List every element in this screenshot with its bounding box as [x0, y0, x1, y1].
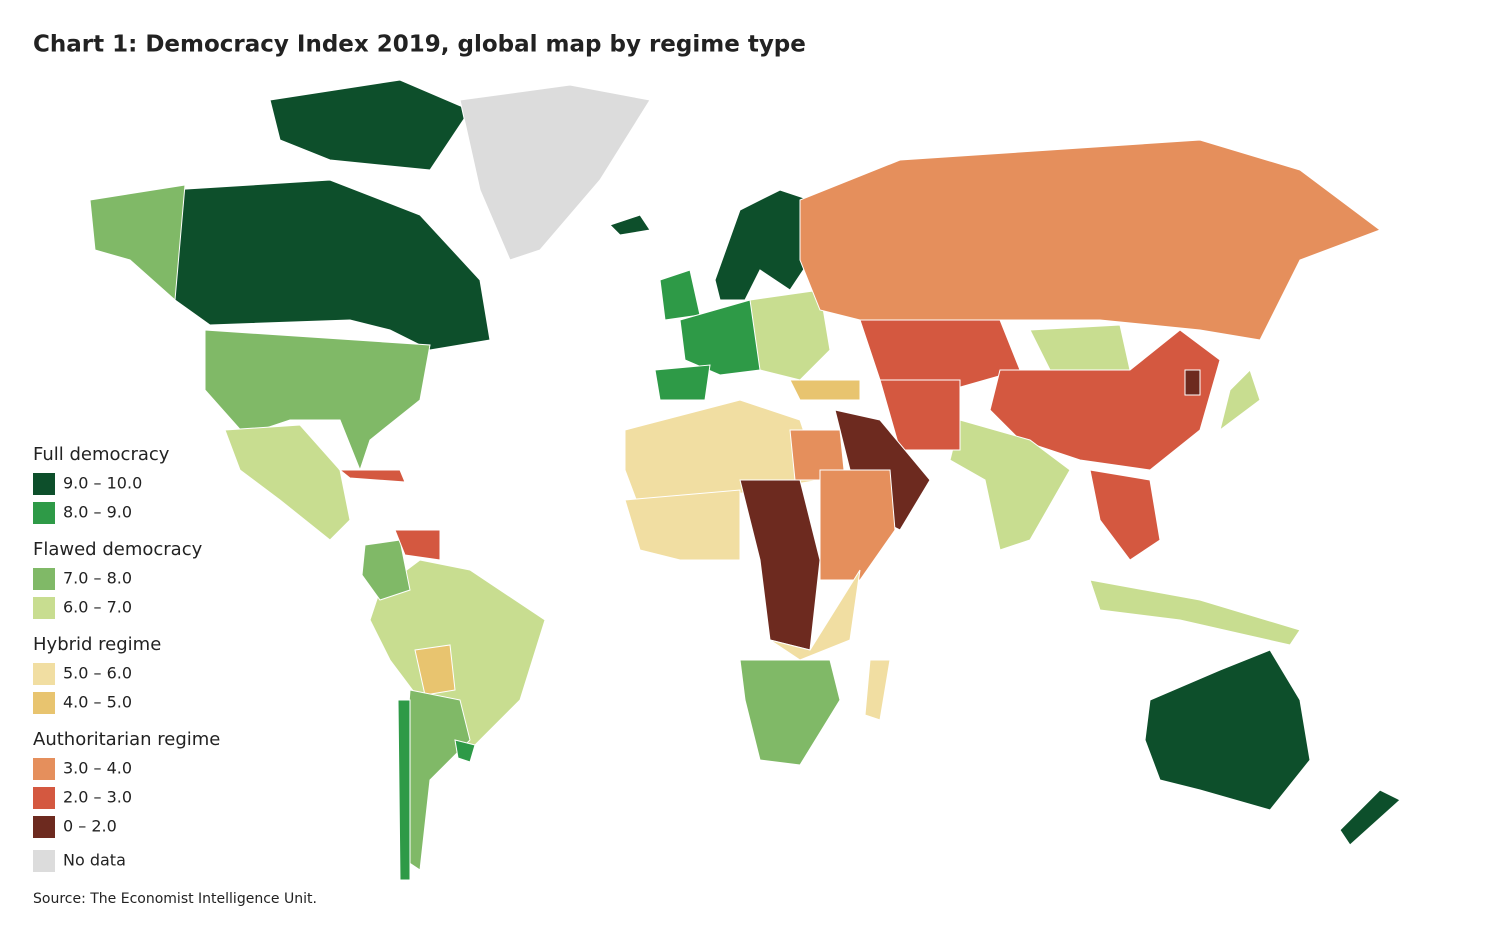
legend-label: 2.0 – 3.0	[63, 788, 132, 807]
region	[739, 659, 841, 766]
region	[361, 539, 411, 601]
legend-label: 6.0 – 7.0	[63, 598, 132, 617]
region	[714, 189, 811, 301]
legend: Full democracy 9.0 – 10.0 8.0 – 9.0 Flawed …	[33, 444, 220, 872]
legend-group-title: Hybrid regime	[33, 634, 161, 655]
region	[397, 699, 411, 881]
legend-group-title: Full democracy	[33, 444, 170, 465]
region	[269, 79, 471, 171]
legend-label: 3.0 – 4.0	[63, 759, 132, 778]
region	[654, 364, 711, 401]
region	[769, 569, 861, 661]
legend-swatch	[33, 473, 55, 495]
region	[89, 184, 186, 302]
region	[609, 214, 651, 236]
legend-label: 5.0 – 6.0	[63, 664, 132, 683]
region	[859, 319, 1021, 391]
region	[789, 379, 861, 401]
region	[1184, 369, 1201, 396]
legend-label: No data	[63, 851, 126, 870]
region	[1089, 469, 1161, 561]
legend-group-title: Authoritarian regime	[33, 729, 220, 750]
legend-swatch	[33, 502, 55, 524]
region	[1219, 369, 1261, 432]
region	[454, 739, 476, 763]
region	[338, 469, 406, 483]
legend-swatch	[33, 850, 55, 872]
legend-label: 9.0 – 10.0	[63, 474, 142, 493]
region	[879, 379, 961, 451]
region	[394, 529, 441, 561]
world-map	[89, 79, 1401, 881]
legend-swatch	[33, 568, 55, 590]
region	[169, 179, 491, 351]
region	[819, 469, 896, 581]
region	[459, 84, 651, 261]
legend-swatch	[33, 692, 55, 714]
region	[864, 659, 891, 721]
region	[1029, 324, 1131, 371]
legend-group-title: Flawed democracy	[33, 539, 203, 560]
region	[659, 269, 701, 321]
legend-swatch	[33, 787, 55, 809]
region	[1089, 579, 1301, 646]
source: Source: The Economist Intelligence Unit.	[33, 891, 317, 907]
region	[624, 489, 741, 561]
region	[404, 689, 471, 871]
region	[949, 419, 1071, 551]
region	[739, 479, 821, 651]
legend-label: 0 – 2.0	[63, 817, 117, 836]
region	[799, 139, 1382, 341]
region	[989, 329, 1221, 471]
region	[1144, 649, 1311, 811]
legend-label: 4.0 – 5.0	[63, 693, 132, 712]
region	[204, 329, 431, 472]
region	[1339, 789, 1401, 846]
legend-swatch	[33, 816, 55, 838]
region	[414, 644, 456, 696]
legend-label: 8.0 – 9.0	[63, 503, 132, 522]
legend-label: 7.0 – 8.0	[63, 569, 132, 588]
legend-swatch	[33, 597, 55, 619]
legend-swatch	[33, 663, 55, 685]
chart-title: Chart 1: Democracy Index 2019, global ma…	[33, 32, 806, 58]
region	[749, 289, 831, 381]
region	[224, 424, 351, 541]
legend-swatch	[33, 758, 55, 780]
